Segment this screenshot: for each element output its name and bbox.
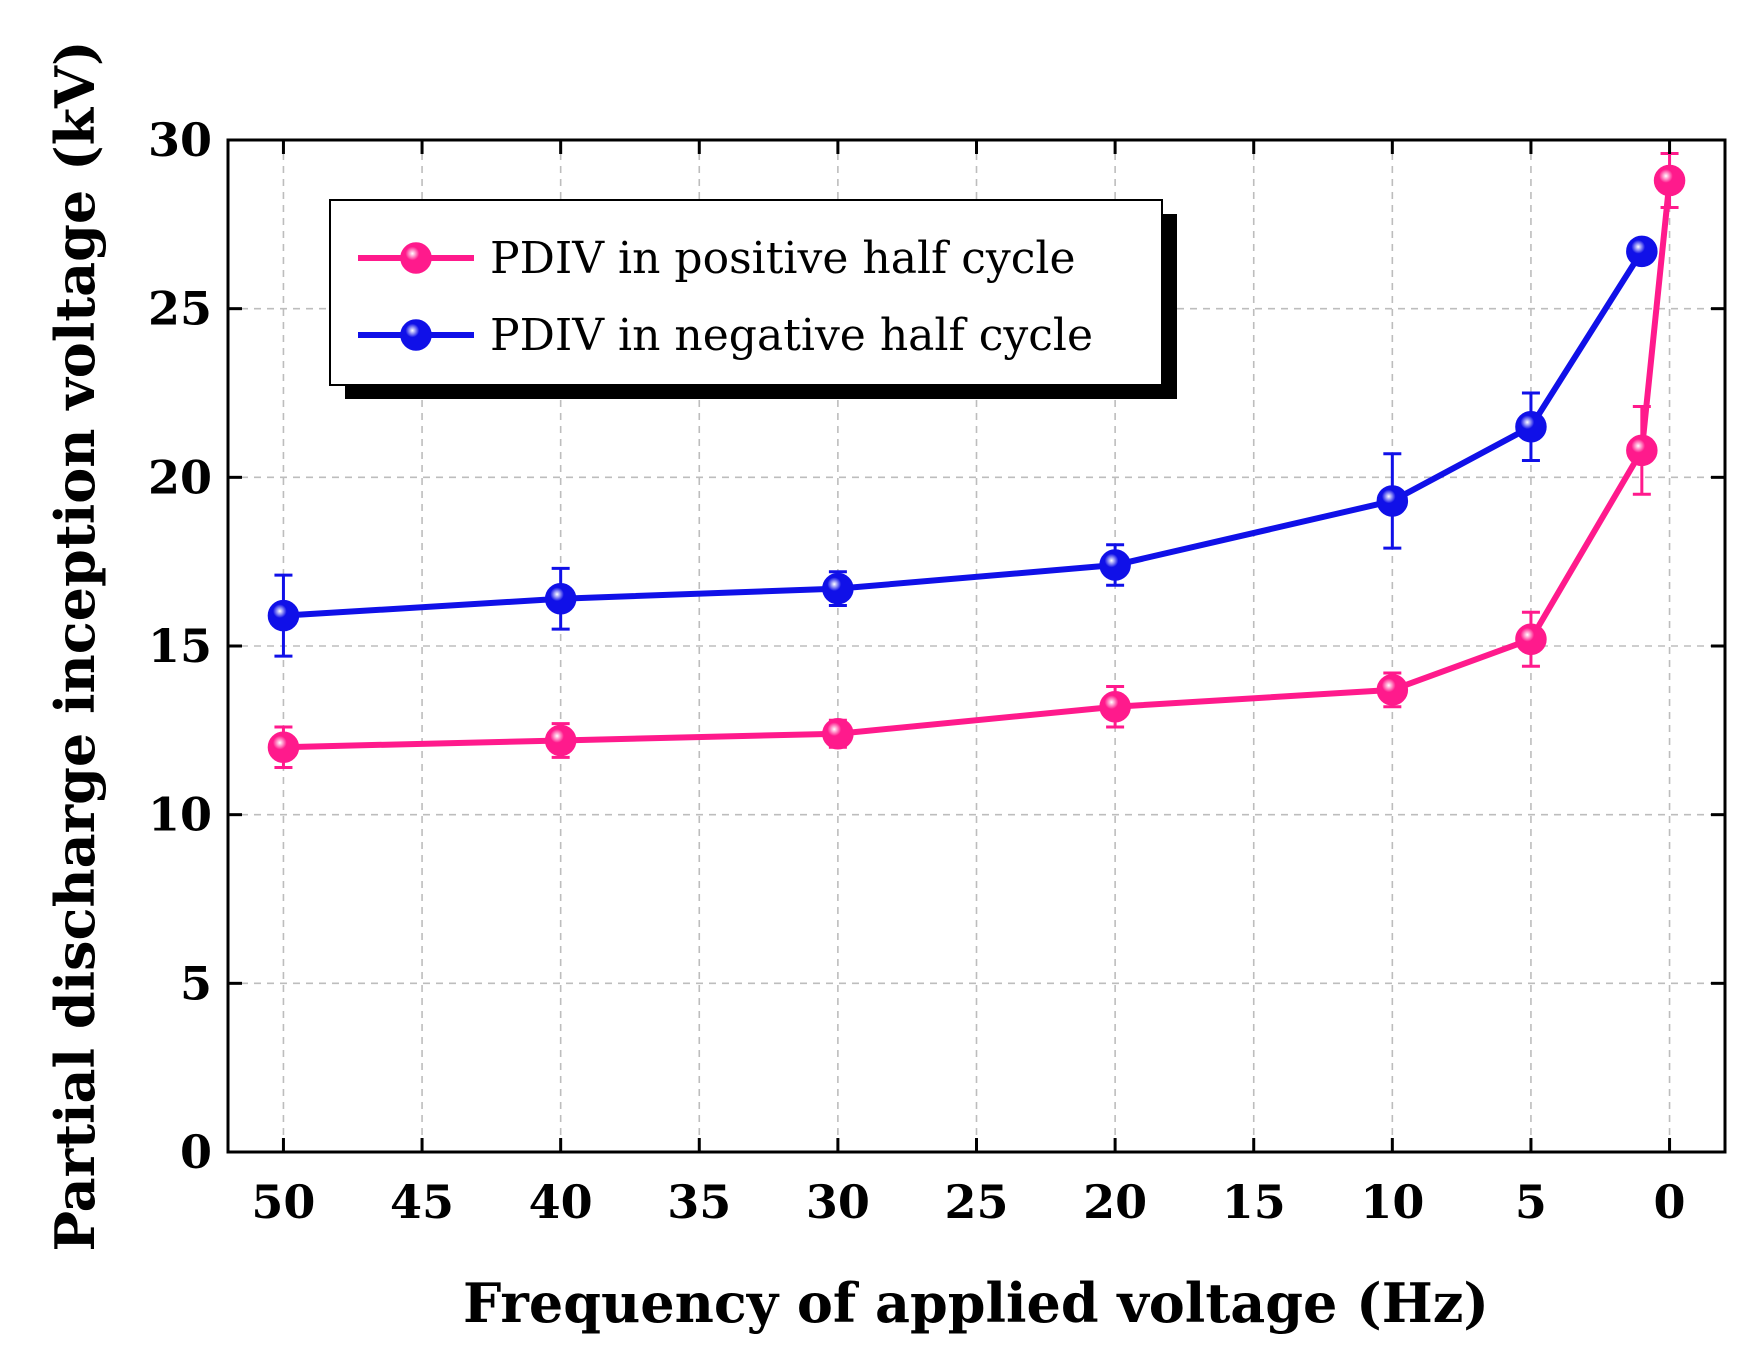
- data-point: [1376, 485, 1409, 517]
- x-tick-label: 20: [1083, 1175, 1147, 1229]
- legend-label: PDIV in negative half cycle: [490, 310, 1093, 361]
- data-point: [544, 583, 577, 615]
- y-tick-label: 25: [148, 282, 212, 336]
- x-tick-label: 30: [806, 1175, 870, 1229]
- data-point: [1099, 549, 1131, 581]
- y-tick-label: 5: [180, 956, 212, 1010]
- data-point: [1376, 674, 1409, 706]
- y-tick-label: 15: [148, 619, 212, 673]
- series-1: [267, 235, 1658, 658]
- x-axis-title: Frequency of applied voltage (Hz): [463, 1271, 1489, 1335]
- data-point: [267, 599, 300, 632]
- legend-item: PDIV in negative half cycle: [358, 310, 1093, 361]
- data-point: [1626, 434, 1658, 467]
- legend-swatch-marker: [400, 319, 432, 351]
- x-tick-label: 45: [390, 1175, 454, 1229]
- x-tick-label: 25: [944, 1175, 1008, 1229]
- series-line: [283, 180, 1673, 751]
- legend-items: PDIV in positive half cycle PDIV in negat…: [358, 233, 1093, 361]
- series-0: [267, 151, 1686, 769]
- y-tick-label: 30: [148, 113, 212, 167]
- y-tick-label: 0: [180, 1125, 212, 1179]
- data-point: [822, 572, 854, 605]
- data-point: [1515, 623, 1547, 656]
- x-tick-label: 50: [251, 1175, 315, 1229]
- legend-item: PDIV in positive half cycle: [358, 233, 1076, 284]
- x-tick-label: 40: [529, 1175, 593, 1229]
- legend-box: [329, 199, 1163, 386]
- y-tick-label: 20: [148, 450, 212, 504]
- x-tick-label: 5: [1515, 1175, 1547, 1229]
- legend-swatch-marker: [400, 242, 432, 274]
- data-point: [1626, 235, 1658, 268]
- y-axis-title: Partial discharge inception voltage (kV): [43, 41, 107, 1252]
- data-point: [267, 731, 300, 763]
- data-point: [1099, 690, 1131, 723]
- x-tick-label: 0: [1654, 1175, 1686, 1229]
- series-layer: [267, 151, 1686, 769]
- x-tick-label: 10: [1360, 1175, 1424, 1229]
- x-tick-label: 35: [667, 1175, 731, 1229]
- data-point: [822, 717, 854, 750]
- x-tick-label: 15: [1222, 1175, 1286, 1229]
- y-tick-label: 10: [148, 788, 212, 842]
- data-point: [1653, 164, 1686, 197]
- data-point: [1515, 410, 1547, 443]
- legend: PDIV in positive half cycle PDIV in negat…: [329, 199, 1177, 399]
- legend-label: PDIV in positive half cycle: [490, 233, 1076, 284]
- data-point: [544, 724, 577, 757]
